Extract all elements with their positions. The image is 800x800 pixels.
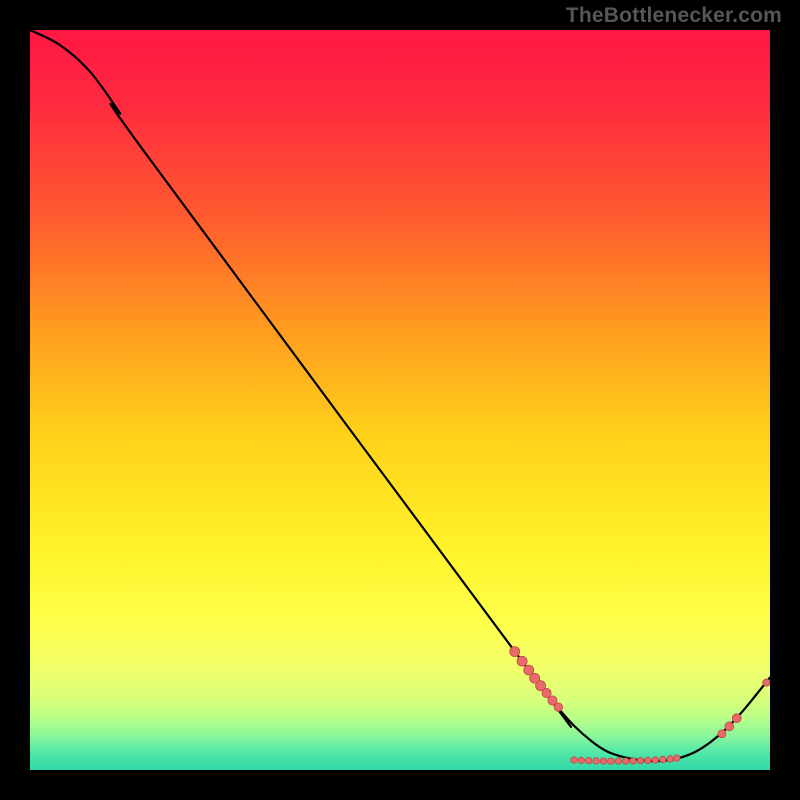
data-marker	[586, 757, 592, 763]
data-marker	[652, 757, 658, 763]
data-marker	[608, 758, 614, 764]
data-marker	[637, 757, 643, 763]
data-marker	[578, 757, 584, 763]
data-marker	[571, 757, 577, 763]
data-marker	[630, 758, 636, 764]
data-marker	[510, 647, 520, 657]
watermark-text: TheBottlenecker.com	[566, 4, 782, 28]
bottleneck-chart	[30, 30, 770, 770]
data-marker	[732, 714, 741, 723]
chart-svg	[30, 30, 770, 770]
data-marker	[615, 758, 621, 764]
data-marker	[600, 758, 606, 764]
chart-frame: TheBottlenecker.com	[0, 0, 800, 800]
data-marker	[517, 656, 527, 666]
data-marker	[554, 703, 562, 711]
data-marker	[763, 679, 770, 686]
data-marker	[674, 755, 680, 761]
gradient-background	[30, 30, 770, 770]
data-marker	[593, 758, 599, 764]
data-marker	[660, 756, 666, 762]
data-marker	[718, 730, 726, 738]
data-marker	[623, 758, 629, 764]
data-marker	[725, 722, 734, 731]
data-marker	[645, 757, 651, 763]
data-marker	[667, 756, 673, 762]
